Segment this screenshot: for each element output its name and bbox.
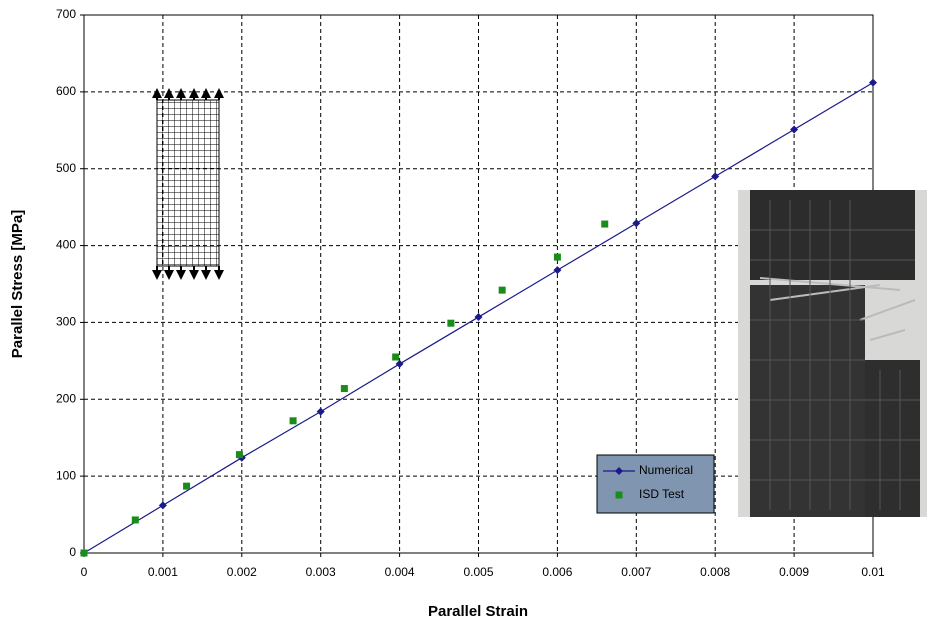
specimen-photo <box>738 190 927 517</box>
marker <box>553 266 562 275</box>
marker <box>131 516 139 524</box>
specimen-icon <box>152 88 224 280</box>
marker <box>790 125 799 134</box>
marker <box>447 319 455 327</box>
y-tick-label: 600 <box>56 84 76 98</box>
marker <box>395 359 404 368</box>
y-tick-label: 100 <box>56 468 76 482</box>
marker <box>340 385 348 393</box>
marker <box>601 220 609 228</box>
x-tick-label: 0.006 <box>542 565 572 579</box>
x-tick-label: 0 <box>81 565 88 579</box>
marker <box>316 407 325 416</box>
y-tick-label: 200 <box>56 391 76 405</box>
x-tick-label: 0.005 <box>463 565 493 579</box>
marker <box>474 313 483 322</box>
x-tick-label: 0.003 <box>306 565 336 579</box>
y-tick-label: 500 <box>56 161 76 175</box>
marker <box>869 78 877 87</box>
x-tick-label: 0.007 <box>621 565 651 579</box>
x-axis-title: Parallel Strain <box>428 603 528 620</box>
legend-marker <box>615 491 623 499</box>
y-tick-label: 700 <box>56 7 76 21</box>
y-tick-label: 300 <box>56 315 76 329</box>
x-tick-label: 0.01 <box>861 565 885 579</box>
x-tick-label: 0.009 <box>779 565 809 579</box>
legend-label: ISD Test <box>639 487 685 501</box>
marker <box>553 253 561 261</box>
marker <box>392 353 400 361</box>
x-tick-label: 0.001 <box>148 565 178 579</box>
legend-label: Numerical <box>639 463 693 477</box>
y-axis-title: Parallel Stress [MPa] <box>9 210 26 358</box>
marker <box>632 219 641 228</box>
legend-box <box>596 454 715 514</box>
y-tick-label: 0 <box>69 545 76 559</box>
marker <box>235 451 243 459</box>
marker <box>158 501 167 510</box>
x-tick-label: 0.008 <box>700 565 730 579</box>
marker <box>289 417 297 425</box>
marker <box>183 482 191 490</box>
marker <box>711 172 720 181</box>
marker <box>498 286 506 294</box>
legend-marker <box>615 467 623 475</box>
marker <box>80 549 88 557</box>
x-tick-label: 0.002 <box>227 565 257 579</box>
x-tick-label: 0.004 <box>385 565 415 579</box>
y-tick-label: 400 <box>56 238 76 252</box>
